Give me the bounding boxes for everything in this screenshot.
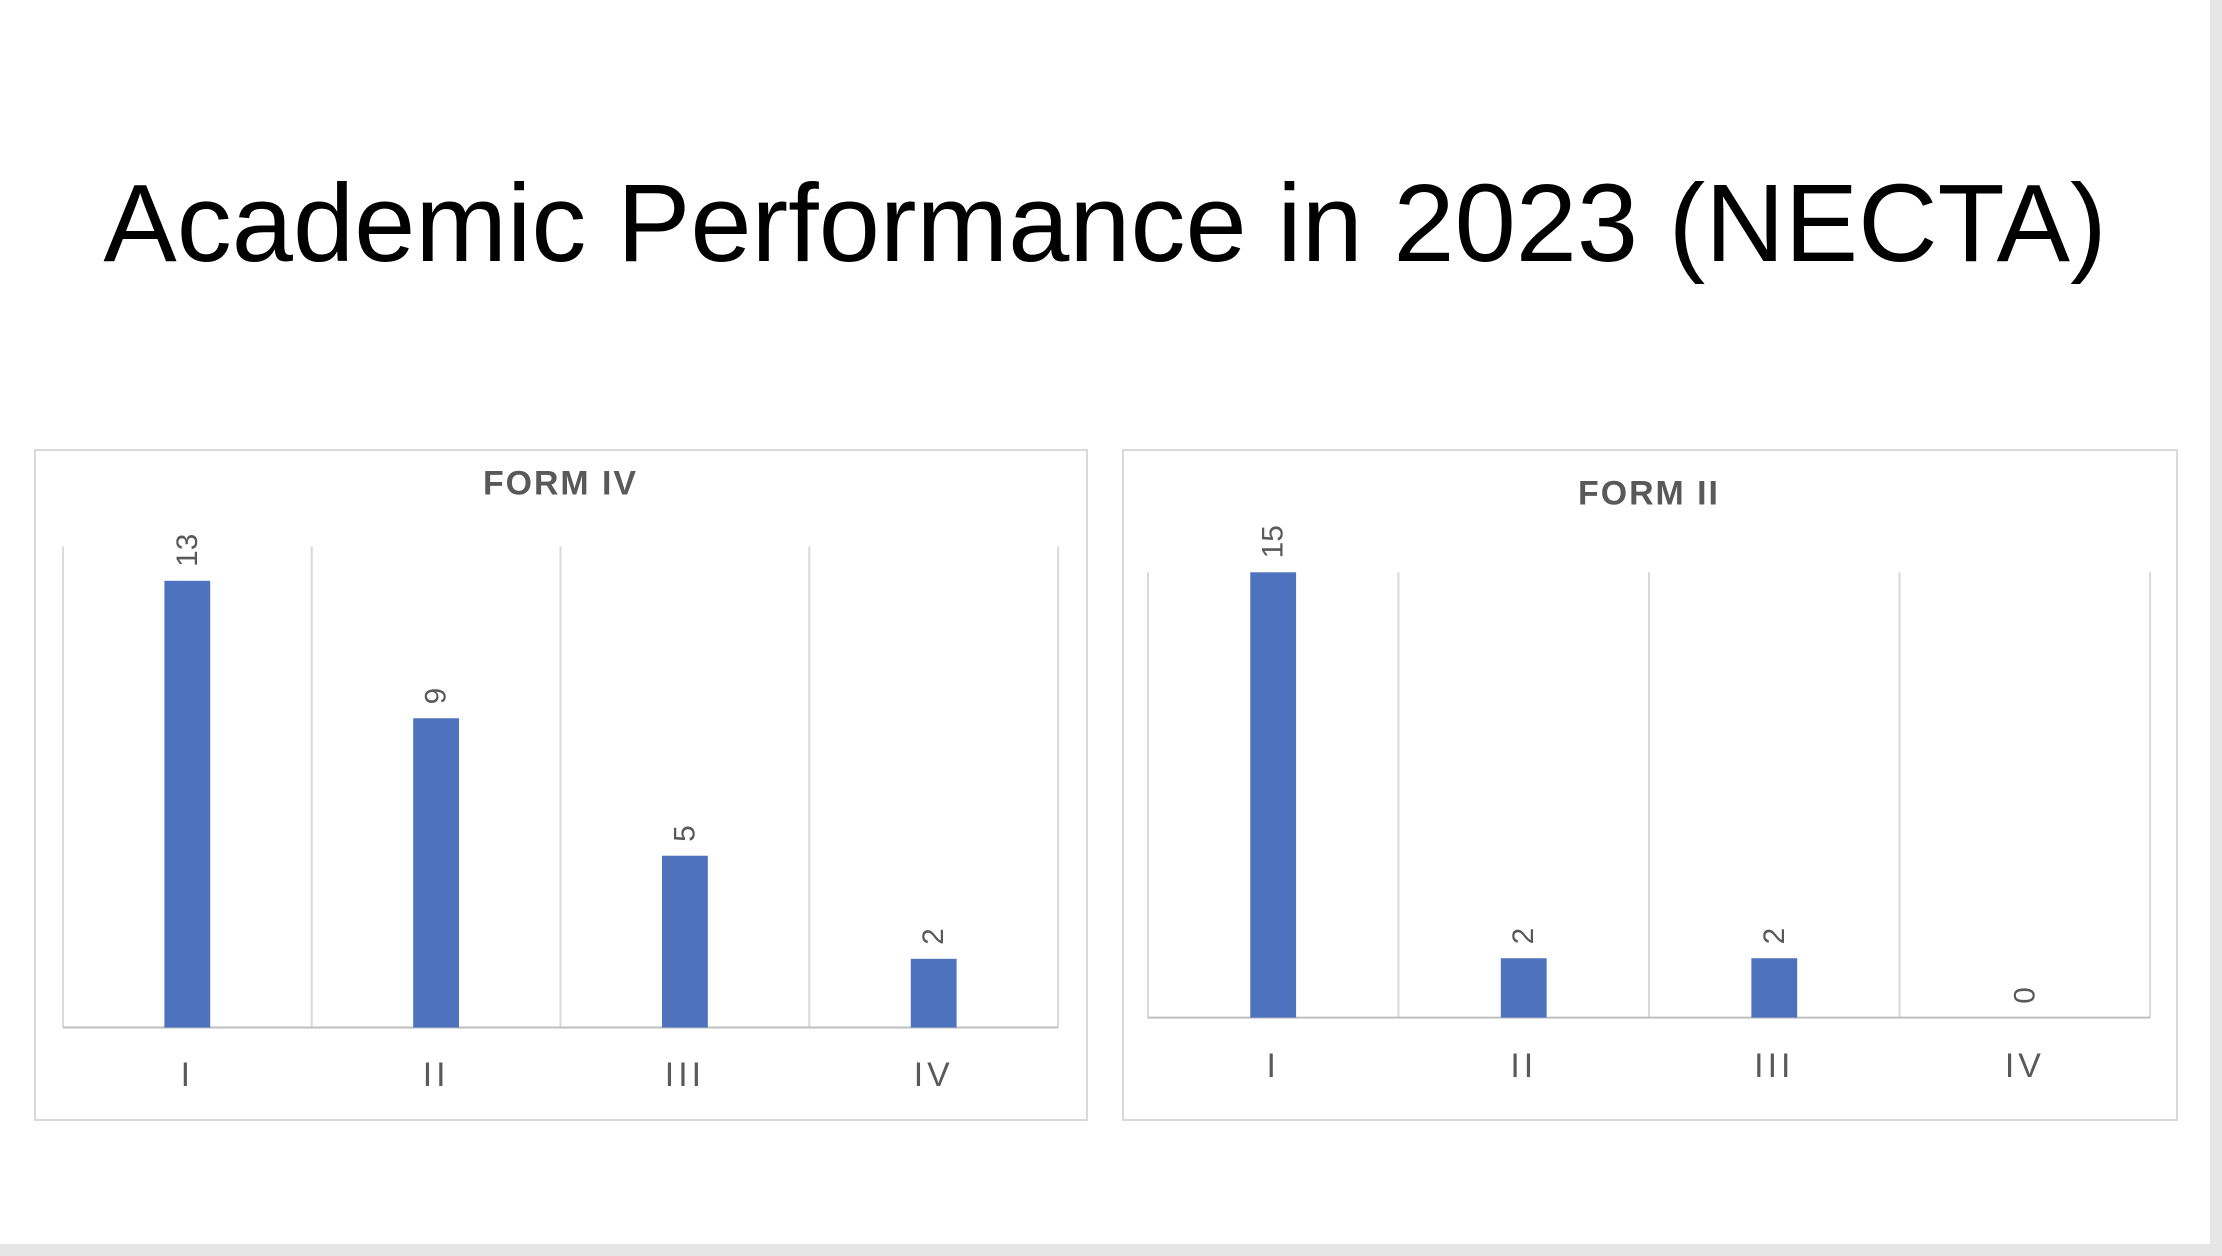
form-iv-bar-III — [661, 855, 708, 1028]
form-iv-title: FORM IV — [483, 465, 638, 503]
form-ii-bar-I — [1250, 572, 1297, 1018]
form-ii-bar-II — [1500, 958, 1547, 1018]
form-iv-bar-I — [164, 580, 211, 1028]
form-iv-tick-label-III: III — [665, 1056, 705, 1094]
form-ii-tick-label-I: I — [1266, 1047, 1279, 1085]
chart-form-ii-svg: FORM II 15 I 2 II 2 III 0 IV — [1146, 475, 2152, 1085]
form-ii-title: FORM II — [1578, 475, 1720, 513]
form-iv-tick-label-IV: IV — [914, 1056, 954, 1094]
form-iv-tick-label-I: I — [181, 1056, 194, 1094]
form-ii-tick-label-IV: IV — [2005, 1047, 2045, 1085]
form-iv-bar-II — [413, 718, 460, 1028]
form-iv-bar-IV — [910, 958, 957, 1028]
chart-form-iv: FORM IV 13 I 9 II 5 III 2 IV — [34, 449, 1088, 1121]
form-iv-tick-label-II: II — [423, 1056, 450, 1094]
form-ii-data-label-II: 2 — [1507, 928, 1540, 945]
form-iv-data-label-I: 13 — [171, 534, 204, 567]
form-iv-data-label-II: 9 — [420, 688, 453, 705]
form-ii-bar-III — [1751, 958, 1798, 1018]
form-ii-data-label-III: 2 — [1758, 928, 1791, 945]
form-ii-data-label-IV: 0 — [2008, 987, 2041, 1004]
form-ii-tick-label-III: III — [1754, 1047, 1794, 1085]
chart-form-iv-svg: FORM IV 13 I 9 II 5 III 2 IV — [61, 465, 1060, 1094]
form-ii-data-label-I: 15 — [1257, 525, 1290, 558]
chart-form-ii: FORM II 15 I 2 II 2 III 0 IV — [1122, 449, 2178, 1121]
form-ii-tick-label-II: II — [1510, 1047, 1537, 1085]
slide-title: Academic Performance in 2023 (NECTA) — [103, 162, 2107, 285]
form-iv-data-label-III: 5 — [668, 825, 701, 842]
form-iv-data-label-IV: 2 — [917, 928, 950, 945]
